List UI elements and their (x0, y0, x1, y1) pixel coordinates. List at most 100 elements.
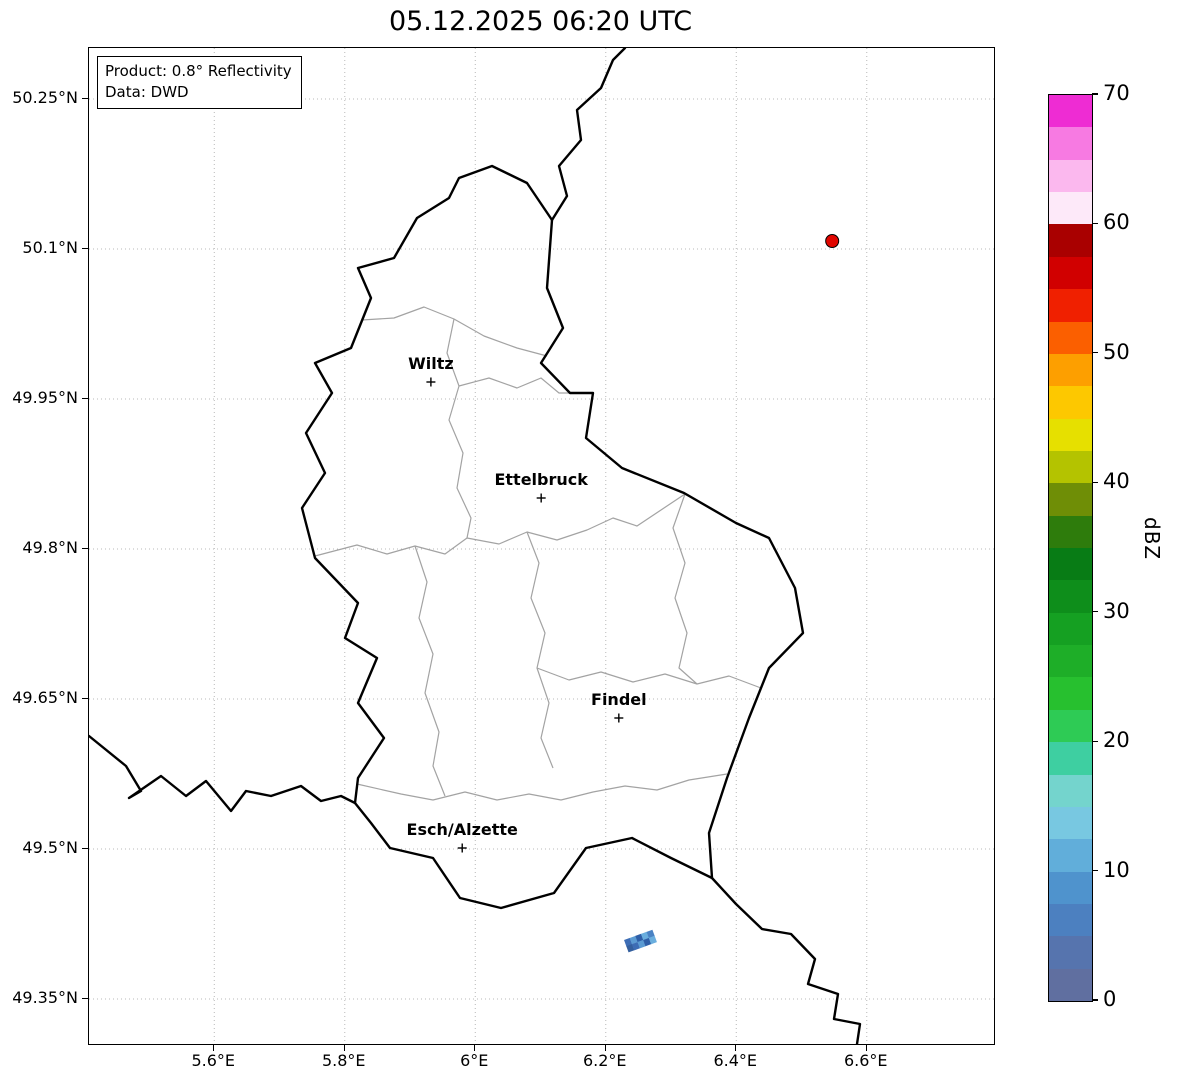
colorbar-segment (1049, 580, 1092, 613)
colorbar-tick-mark (1092, 222, 1098, 225)
colorbar-segment (1049, 450, 1092, 484)
city-label: Wiltz (408, 354, 454, 373)
map-plot-area: Wiltz Ettelbruck Findel Esch/Alzette Produc… (88, 47, 995, 1045)
colorbar-tick-label: 0 (1103, 987, 1117, 1011)
echo-pixel (631, 941, 641, 951)
radar-site-marker (825, 234, 840, 248)
x-tick-label: 6°E (460, 1051, 489, 1070)
canton-border (314, 493, 686, 557)
colorbar-segment (1049, 806, 1092, 840)
colorbar-segment (1049, 774, 1092, 807)
x-tick-label: 6.4°E (713, 1051, 758, 1070)
colorbar-segment (1049, 936, 1092, 969)
colorbar-tick-label: 60 (1103, 210, 1130, 235)
y-tick-label: 49.95°N (12, 388, 78, 407)
y-tick-mark (82, 248, 88, 250)
x-tick-label: 5.8°E (321, 1051, 366, 1070)
colorbar-segment (1049, 677, 1092, 710)
colorbar-segment (1049, 127, 1092, 160)
colorbar-segment (1049, 224, 1092, 257)
luxembourg-border (300, 164, 805, 910)
colorbar-segment (1049, 612, 1092, 646)
echo-pixel (637, 939, 646, 949)
canton-border (446, 318, 472, 539)
y-tick-label: 49.35°N (12, 988, 78, 1007)
colorbar-tick-label: 20 (1103, 728, 1130, 753)
colorbar-segment (1049, 418, 1092, 451)
x-tick-label: 6.2°E (582, 1051, 627, 1070)
colorbar-segment (1049, 709, 1092, 743)
colorbar-unit-label: dBZ (1140, 517, 1164, 561)
colorbar-segment (1049, 321, 1092, 354)
echo-pixel (643, 937, 652, 947)
luxembourg-map (89, 48, 994, 1044)
echo-pixel (646, 929, 655, 939)
colorbar-tick-label: 10 (1103, 857, 1130, 882)
colorbar-tick-label: 40 (1103, 469, 1130, 494)
product-info-box: Product: 0.8° Reflectivity Data: DWD (97, 56, 302, 109)
colorbar-segment (1049, 95, 1092, 128)
national-borders (89, 48, 862, 1044)
city-label: Findel (591, 690, 647, 709)
colorbar-tick-mark (1092, 352, 1098, 354)
reflectivity-echo (624, 929, 657, 953)
canton-border (361, 306, 548, 357)
echo-pixel (648, 935, 657, 945)
france-germany-border (710, 876, 862, 1044)
x-tick-mark (213, 1045, 215, 1051)
y-tick-mark (82, 98, 88, 100)
x-tick-mark (474, 1045, 476, 1051)
x-tick-mark (343, 1045, 345, 1051)
data-source-label: Data: DWD (105, 83, 189, 101)
y-tick-label: 50.1°N (22, 238, 78, 257)
colorbar-tick-mark (1092, 740, 1098, 742)
colorbar-segment (1049, 483, 1092, 516)
canton-borders (314, 306, 762, 801)
colorbar-segment (1049, 386, 1092, 419)
canton-border (458, 377, 570, 394)
belgium-germany-border (550, 48, 627, 222)
x-tick-mark (735, 1045, 737, 1051)
canton-border (672, 493, 698, 685)
x-tick-label: 5.6°E (191, 1051, 236, 1070)
colorbar-tick-mark (1092, 869, 1098, 872)
echo-pixel (640, 931, 650, 941)
x-tick-mark (865, 1045, 867, 1051)
product-label: Product: 0.8° Reflectivity (105, 62, 292, 80)
colorbar-tick-label: 30 (1103, 598, 1130, 623)
colorbar-segment (1049, 968, 1092, 1002)
canton-border (526, 531, 554, 769)
y-tick-label: 49.65°N (12, 688, 78, 707)
colorbar-segment (1049, 289, 1092, 322)
colorbar-segment (1049, 871, 1092, 904)
colorbar-tick-mark (1092, 93, 1098, 95)
colorbar-segment (1049, 742, 1092, 775)
colorbar-tick-label: 70 (1103, 81, 1130, 105)
colorbar-tick-mark (1092, 481, 1098, 483)
y-tick-label: 50.25°N (12, 88, 78, 107)
colorbar-segment (1049, 353, 1092, 387)
echo-pixel (626, 944, 635, 953)
x-tick-label: 6.6°E (843, 1051, 888, 1070)
colorbar-tick-mark (1092, 611, 1098, 613)
y-tick-mark (82, 848, 88, 850)
colorbar-segment (1049, 192, 1092, 225)
echo-pixel (635, 933, 644, 943)
echo-pixel (629, 935, 638, 945)
colorbar (1048, 94, 1093, 1002)
colorbar-segment (1049, 645, 1092, 678)
colorbar-segment (1049, 256, 1092, 290)
y-tick-mark (82, 398, 88, 400)
colorbar-tick-mark (1092, 999, 1098, 1001)
y-tick-mark (82, 548, 88, 550)
canton-border (414, 545, 446, 797)
y-tick-mark (82, 998, 88, 1000)
y-tick-mark (82, 698, 88, 700)
colorbar-tick-label: 50 (1103, 339, 1130, 364)
canton-border (536, 667, 762, 689)
x-tick-mark (604, 1045, 606, 1051)
y-tick-label: 49.5°N (22, 838, 78, 857)
colorbar-segment (1049, 515, 1092, 549)
y-tick-label: 49.8°N (22, 538, 78, 557)
